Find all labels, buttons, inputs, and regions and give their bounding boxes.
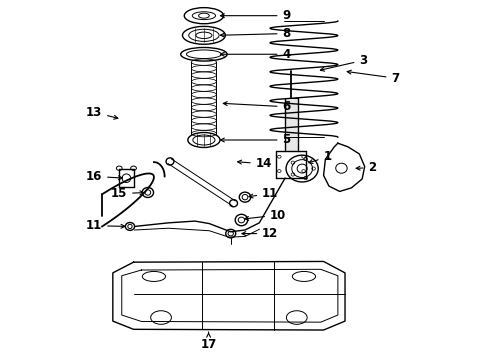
Text: 16: 16: [86, 170, 122, 183]
Text: 2: 2: [356, 161, 376, 174]
Text: 4: 4: [220, 48, 291, 61]
Text: 15: 15: [111, 187, 144, 200]
Text: 14: 14: [238, 157, 272, 170]
Text: 3: 3: [320, 54, 368, 71]
Text: 10: 10: [245, 208, 286, 221]
Text: 13: 13: [86, 105, 118, 119]
Text: 7: 7: [347, 70, 399, 85]
Text: 11: 11: [249, 187, 278, 200]
Text: 6: 6: [223, 100, 291, 113]
Text: 1: 1: [309, 150, 332, 163]
Text: 9: 9: [220, 9, 291, 22]
Text: 12: 12: [242, 227, 278, 240]
Text: 11: 11: [86, 219, 125, 232]
Text: 17: 17: [200, 332, 217, 351]
Text: 8: 8: [220, 27, 291, 40]
Text: 5: 5: [220, 134, 291, 147]
